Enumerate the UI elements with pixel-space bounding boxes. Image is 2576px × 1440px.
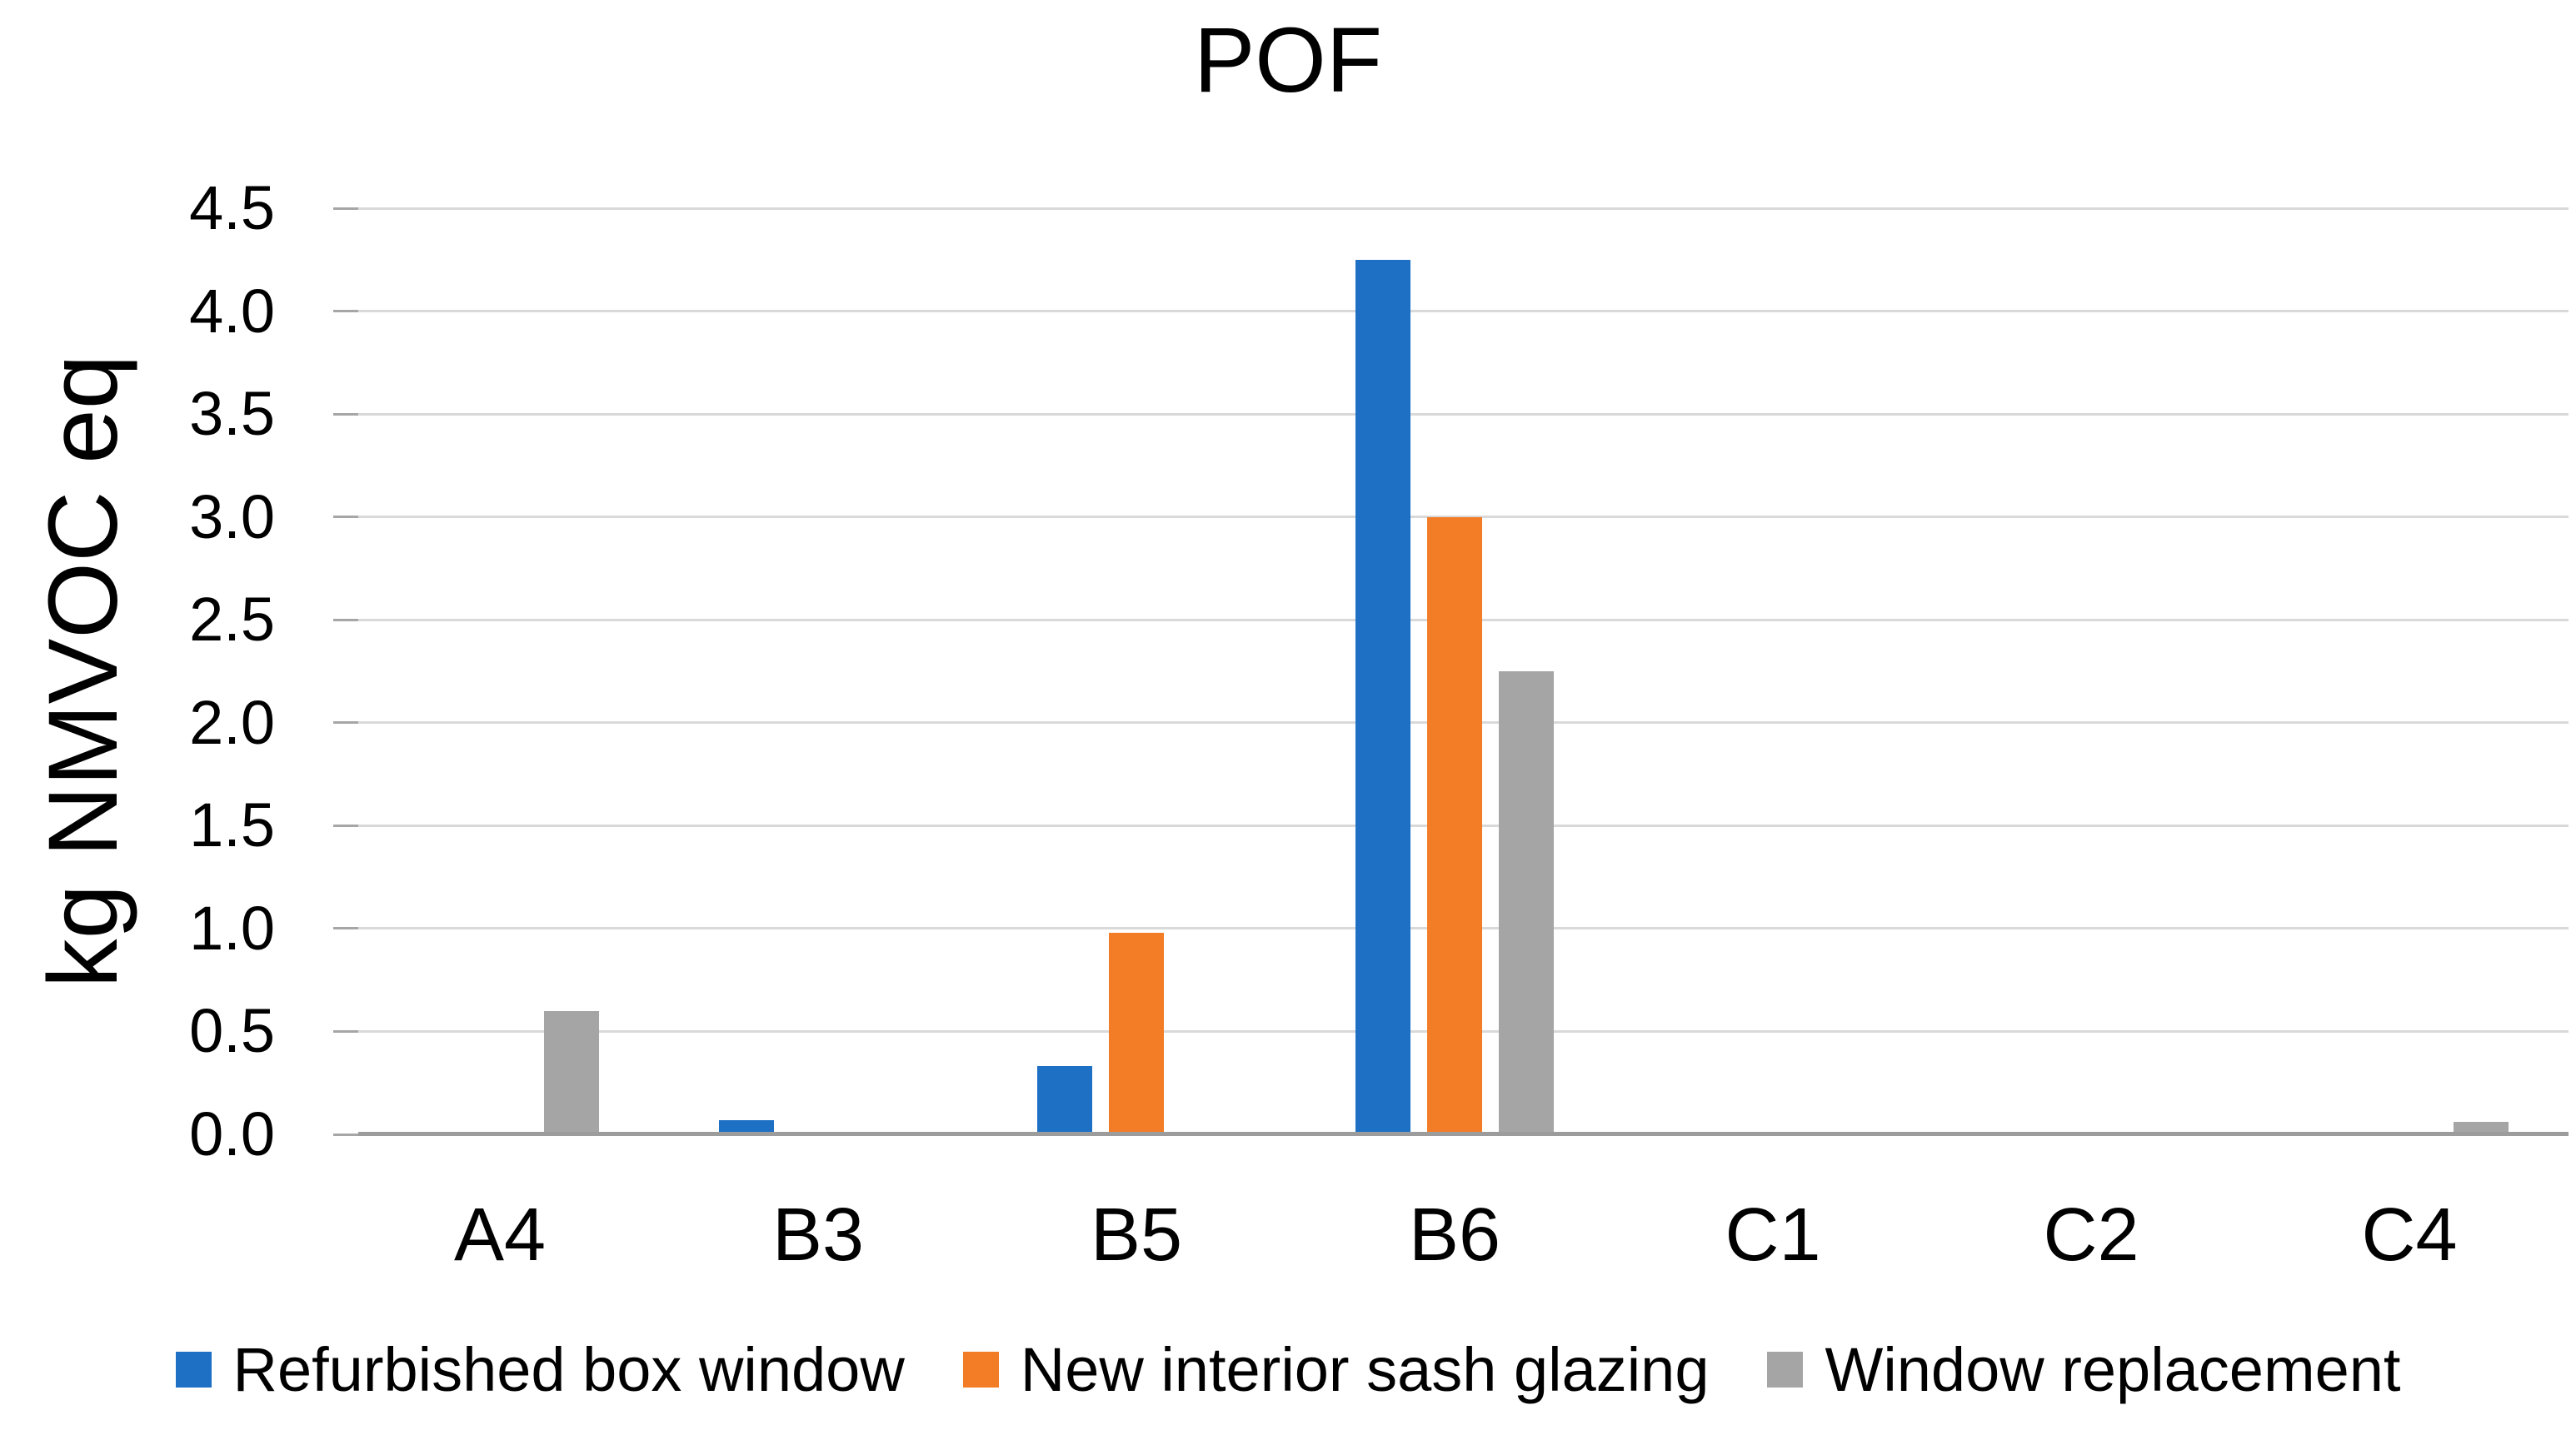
legend-label: Window replacement [1825, 1335, 2401, 1404]
legend-label: Refurbished box window [232, 1335, 905, 1404]
legend-swatch [1767, 1352, 1804, 1388]
x-category-label: B5 [1090, 1193, 1183, 1277]
plot-area [358, 207, 2569, 1136]
bar [719, 1120, 774, 1134]
bar [1109, 933, 1164, 1134]
y-tick [333, 618, 358, 621]
y-tick [333, 1133, 358, 1136]
y-tick [333, 207, 358, 210]
y-tick-label: 1.5 [189, 790, 275, 860]
legend-label: New interior sash glazing [1020, 1335, 1710, 1404]
bar [2454, 1122, 2509, 1134]
legend-item: New interior sash glazing [962, 1334, 1710, 1405]
y-tick-label: 3.5 [189, 379, 275, 449]
bar [1427, 517, 1482, 1134]
x-category-label: B6 [1408, 1193, 1501, 1277]
y-tick-label: 0.0 [189, 1099, 275, 1168]
y-tick [333, 412, 358, 416]
y-tick-label: 2.5 [189, 585, 275, 655]
x-category-label: A4 [453, 1193, 547, 1277]
y-tick [333, 824, 358, 827]
y-tick [333, 516, 358, 519]
chart-title: POF [1193, 9, 1383, 112]
legend-item: Window replacement [1767, 1334, 2400, 1405]
y-tick-label: 1.0 [189, 893, 275, 963]
y-tick-label: 2.0 [189, 687, 275, 757]
gridline [358, 516, 2569, 519]
legend-item: Refurbished box window [175, 1334, 905, 1405]
y-tick-label: 3.0 [189, 481, 275, 551]
y-tick [333, 310, 358, 313]
y-tick-label: 4.5 [189, 173, 275, 242]
gridline [358, 207, 2569, 210]
x-category-label: C4 [2361, 1193, 2458, 1277]
bar [544, 1011, 599, 1134]
bar [1037, 1066, 1092, 1134]
y-tick [333, 1029, 358, 1033]
legend-swatch [962, 1352, 999, 1388]
y-axis-title: kg NMVOC eq [28, 354, 138, 989]
x-category-label: B3 [771, 1193, 865, 1277]
legend-swatch [175, 1352, 212, 1388]
y-tick [333, 721, 358, 725]
x-axis-line [358, 1132, 2569, 1136]
gridline [358, 412, 2569, 416]
x-category-label: C2 [2043, 1193, 2139, 1277]
y-tick-label: 0.5 [189, 996, 275, 1066]
bar [1499, 671, 1554, 1134]
bar [1355, 260, 1410, 1134]
gridline [358, 310, 2569, 313]
y-tick-label: 4.0 [189, 276, 275, 346]
x-category-label: C1 [1725, 1193, 1821, 1277]
y-tick [333, 927, 358, 930]
legend: Refurbished box window New interior sash … [0, 1334, 2576, 1405]
